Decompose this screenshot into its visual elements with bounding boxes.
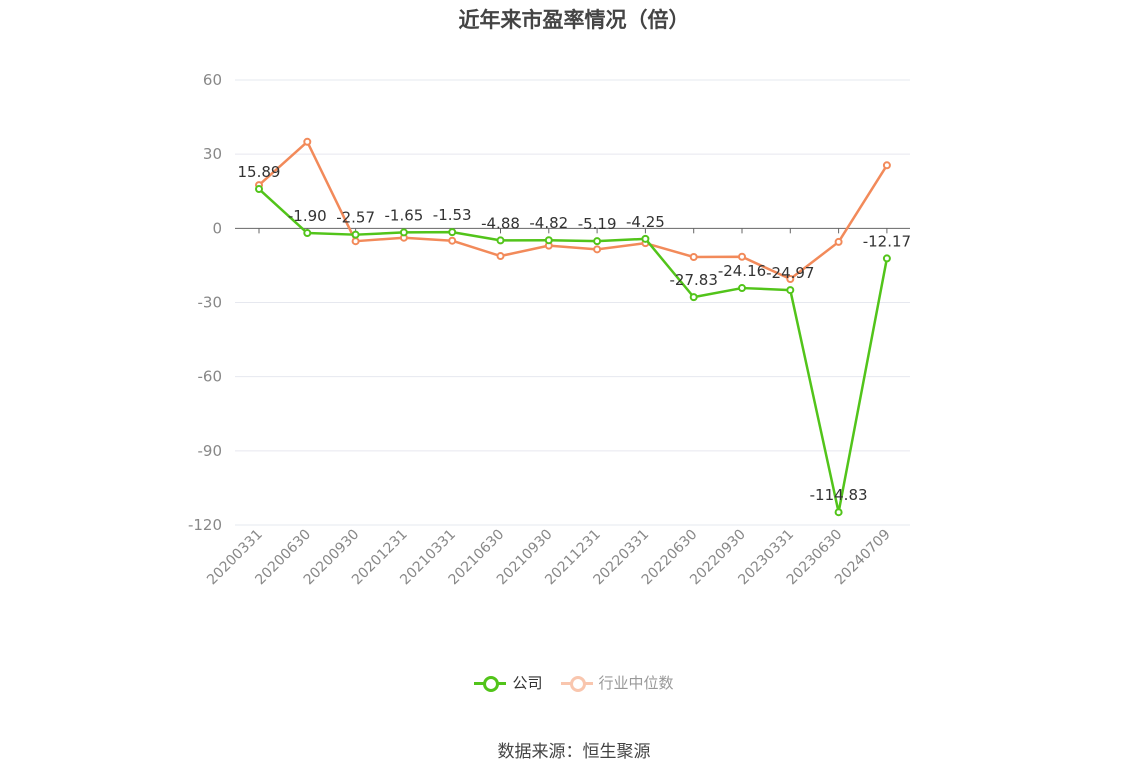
data-point-industry-median[interactable] [882,161,891,170]
data-point-industry-median[interactable] [303,137,312,146]
data-label: -24.16 [718,262,766,280]
legend: 公司 行业中位数 [0,672,1148,693]
data-point-industry-median[interactable] [834,237,843,246]
data-label: -4.88 [481,214,520,232]
data-point-company[interactable] [689,293,698,302]
data-label: -24.97 [766,264,814,282]
data-point-industry-median[interactable] [496,252,505,261]
legend-item-company[interactable]: 公司 [474,672,543,693]
y-tick-label: -120 [188,516,222,534]
data-label: -27.83 [670,271,718,289]
data-label: -5.19 [578,215,617,233]
label-layer: 15.89 -1.90 -2.57 -1.65 -1.53 -4.88 -4.82 -5.19… [238,163,912,504]
data-label: -4.25 [626,213,665,231]
data-label: -1.53 [433,206,472,224]
data-point-company[interactable] [351,230,360,239]
data-point-industry-median[interactable] [738,252,746,261]
data-label: -4.82 [529,214,568,232]
series-layer [255,137,891,517]
data-point-company[interactable] [738,284,746,293]
series-line-industry-median [258,140,888,281]
data-point-industry-median[interactable] [689,253,698,262]
data-point-company[interactable] [544,236,553,245]
legend-company-label: 公司 [512,674,543,692]
data-source: 数据来源：恒生聚源 [497,742,651,762]
data-label: -1.90 [288,207,327,225]
data-label: -1.65 [384,206,423,224]
data-point-company[interactable] [496,236,505,245]
series-line-company [258,188,889,514]
data-point-company[interactable] [641,234,650,243]
y-tick-label: -60 [198,368,223,386]
y-tick-label: -30 [198,294,223,312]
grid-layer [235,79,910,526]
data-point-industry-median[interactable] [448,236,457,245]
data-point-industry-median[interactable] [786,275,795,284]
data-point-company[interactable] [834,508,843,517]
data-point-company[interactable] [882,254,891,263]
chart-title: 近年来市盈率情况（倍） [458,8,690,32]
data-point-company[interactable] [303,229,312,238]
axis-layer: 60300-30-60-90-1202020033120200630202009… [188,71,910,588]
y-tick-label: 60 [203,71,222,89]
data-label: -2.57 [336,209,375,227]
legend-industry-marker-icon [560,673,593,693]
data-label: -114.83 [810,486,868,504]
legend-item-industry-median[interactable]: 行业中位数 [560,672,674,693]
data-label: 15.89 [238,163,281,181]
legend-industry-median-label: 行业中位数 [598,674,674,692]
y-tick-label: 30 [203,145,222,163]
data-point-company[interactable] [593,237,602,246]
data-point-industry-median[interactable] [593,245,602,254]
legend-company-marker-icon [474,673,507,693]
data-label: -12.17 [863,232,911,250]
data-point-company[interactable] [448,228,457,237]
data-point-company[interactable] [786,286,795,295]
data-point-industry-median[interactable] [351,237,360,246]
y-tick-label: -90 [198,442,223,460]
y-tick-label: 0 [212,219,222,237]
data-point-company[interactable] [255,185,263,194]
data-point-company[interactable] [399,228,408,237]
